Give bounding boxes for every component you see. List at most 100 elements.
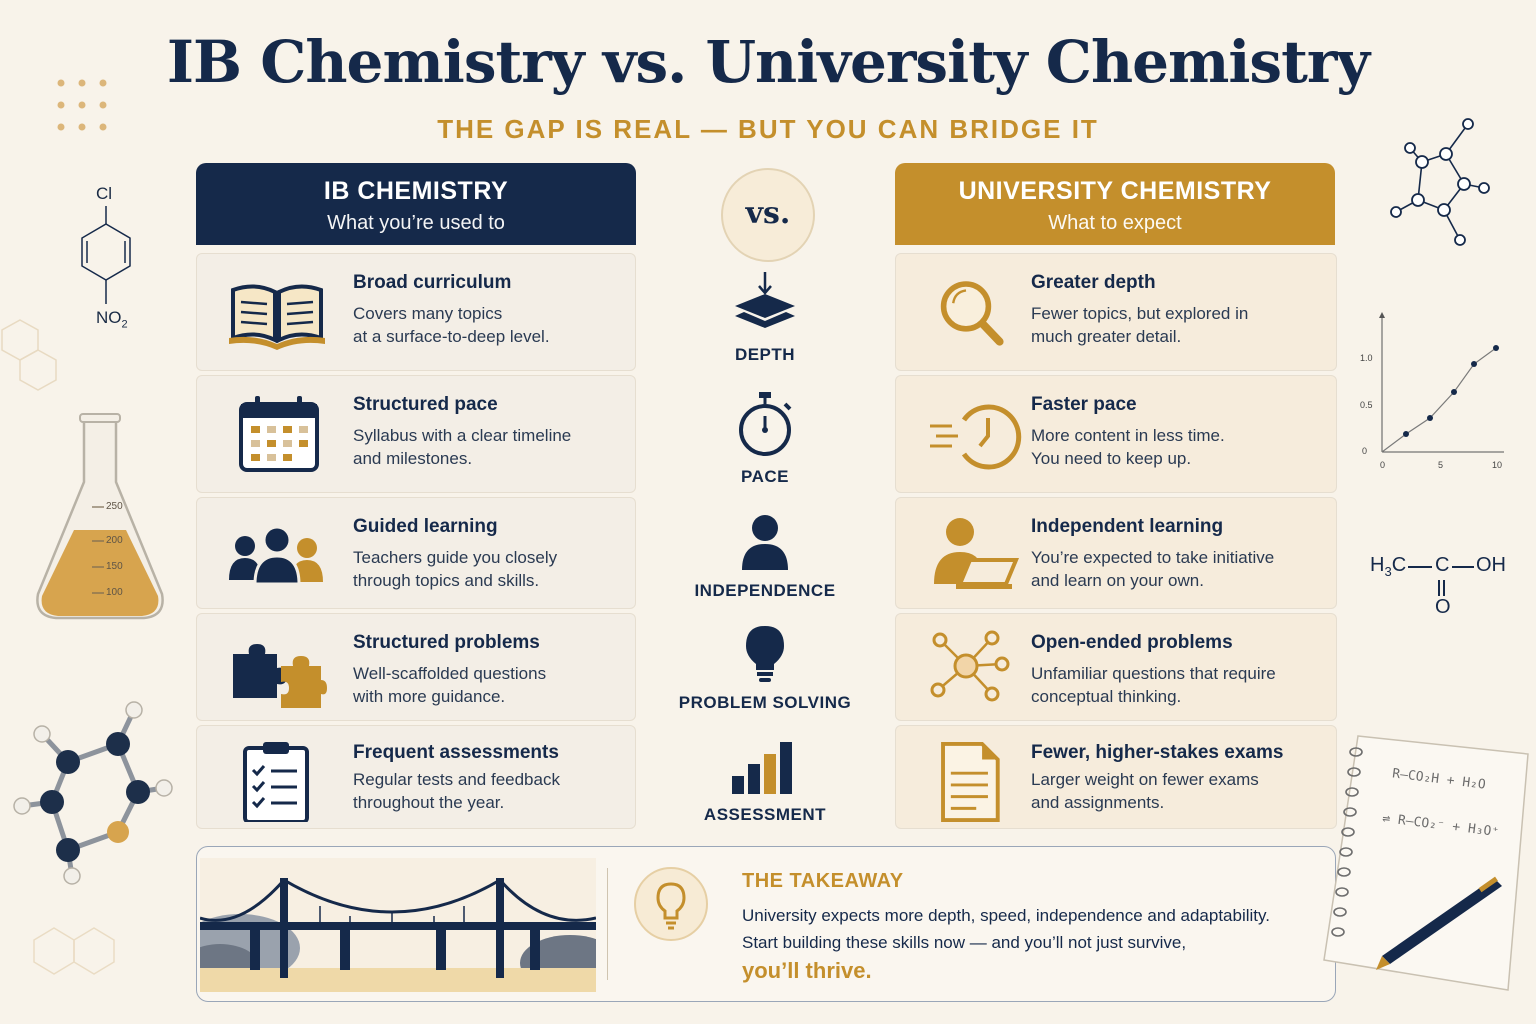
compare-label: DEPTH: [734, 345, 796, 364]
ib-card-problems: Structured problems Well-scaffolded ques…: [196, 613, 636, 721]
graph-y-tick: 0: [1362, 446, 1368, 456]
compare-label: PROBLEM SOLVING: [678, 693, 852, 712]
graph-x-tick: 0: [1380, 460, 1386, 470]
card-description: Syllabus with a clear timeline and milest…: [353, 426, 572, 468]
takeaway-divider: [607, 868, 608, 980]
lightbulb-icon: [746, 626, 784, 682]
molecule-model-decoration: [13, 701, 173, 885]
bridge-illustration: [200, 858, 596, 992]
card-title: Open-ended problems: [1031, 632, 1233, 653]
card-description: Regular tests and feedback throughout the…: [353, 770, 560, 812]
takeaway-title: THE TAKEAWAY: [742, 870, 904, 892]
page-title: IB Chemistry vs. University Chemistry: [166, 28, 1370, 96]
card-description: Larger weight on fewer exams and assignme…: [1031, 770, 1259, 812]
card-description: Covers many topics at a surface-to-deep l…: [353, 304, 550, 346]
uni-card-problems: Open-ended problems Unfamiliar questions…: [895, 613, 1337, 721]
card-title: Greater depth: [1031, 272, 1156, 293]
chlorine-label: Cl: [96, 184, 113, 203]
page-subtitle: THE GAP IS REAL — BUT YOU CAN BRIDGE IT: [437, 114, 1099, 144]
compare-assessment: ASSESSMENT: [660, 738, 870, 825]
fast-clock-icon: [930, 404, 1022, 470]
layers-depth-icon: [735, 272, 795, 328]
uni-column-header: UNIVERSITY CHEMISTRY What to expect: [895, 163, 1335, 245]
carbon-label: C: [1435, 554, 1450, 576]
card-description: Unfamiliar questions that require concept…: [1031, 664, 1276, 706]
group-people-icon: [229, 525, 323, 586]
card-title: Fewer, higher-stakes exams: [1031, 742, 1284, 763]
hexagon-pattern-decoration: [33, 927, 115, 975]
flask-mark: 150: [106, 561, 123, 572]
uni-card-pace: Faster pace More content in less time. Yo…: [895, 375, 1337, 493]
document-icon: [941, 741, 1000, 823]
uni-card-learning: Independent learning You’re expected to …: [895, 497, 1337, 609]
uni-heading: UNIVERSITY CHEMISTRY: [958, 177, 1272, 205]
card-description: More content in less time. You need to ke…: [1031, 426, 1225, 468]
oxygen-label: O: [1435, 596, 1451, 618]
nitro-label: NO2: [96, 308, 128, 331]
card-title: Guided learning: [353, 516, 498, 537]
card-title: Structured pace: [353, 394, 498, 415]
graph-y-tick: 0.5: [1360, 400, 1373, 410]
flask-mark: 100: [106, 587, 123, 598]
compare-depth: DEPTH: [660, 270, 870, 365]
compare-pace: PACE: [660, 390, 870, 487]
graph-x-tick: 5: [1438, 460, 1444, 470]
clipboard-checklist-icon: [243, 742, 309, 822]
bond-line: [1408, 566, 1432, 568]
card-title: Broad curriculum: [353, 272, 512, 293]
card-description: Fewer topics, but explored in much greate…: [1031, 304, 1249, 346]
notebook-illustration: R–CO₂H + H₂O ⇌ R–CO₂⁻ + H₃O⁺: [1318, 730, 1530, 992]
methyl-label: H3C: [1370, 554, 1407, 579]
ib-column-header: IB CHEMISTRY What you’re used to: [196, 163, 636, 245]
open-book-icon: [229, 284, 325, 350]
flask-mark: 250: [106, 501, 123, 512]
compare-label: INDEPENDENCE: [694, 581, 836, 600]
takeaway-line-2: Start building these skills now — and yo…: [742, 933, 1187, 952]
takeaway-line-1: University expects more depth, speed, in…: [742, 906, 1270, 925]
ib-card-curriculum: Broad curriculum Covers many topics at a …: [196, 253, 636, 371]
takeaway-emphasis: you’ll thrive.: [742, 958, 872, 983]
erlenmeyer-flask: 250 200 150 100: [30, 412, 170, 632]
person-laptop-icon: [934, 518, 1019, 589]
compare-label: PACE: [741, 467, 789, 486]
puzzle-pieces-icon: [233, 644, 327, 708]
ib-subheading: What you’re used to: [327, 212, 505, 234]
ib-card-pace: Structured pace Syllabus with a clear ti…: [196, 375, 636, 493]
network-nodes-icon: [930, 630, 1010, 702]
hexagon-pattern-decoration: [1, 319, 57, 391]
ib-card-learning: Guided learning Teachers guide you close…: [196, 497, 636, 609]
compare-independence: INDEPENDENCE: [660, 510, 870, 601]
bar-chart-icon: [732, 742, 792, 794]
vs-badge: vs.: [721, 168, 815, 262]
lightbulb-icon: [634, 867, 708, 941]
line-graph-decoration: 1.0 0.5 0 0 5 10: [1356, 306, 1506, 476]
card-title: Frequent assessments: [353, 742, 559, 763]
uni-card-depth: Greater depth Fewer topics, but explored…: [895, 253, 1337, 371]
compare-problem-solving: PROBLEM SOLVING: [660, 622, 870, 713]
person-icon: [742, 515, 788, 570]
uni-card-exams: Fewer, higher-stakes exams Larger weight…: [895, 725, 1337, 829]
magnifying-glass-icon: [940, 281, 1004, 346]
ib-heading: IB CHEMISTRY: [323, 177, 509, 205]
ib-card-assessments: Frequent assessments Regular tests and f…: [196, 725, 636, 829]
bond-line: [1452, 566, 1474, 568]
card-description: You’re expected to take initiative and le…: [1031, 548, 1275, 590]
acetic-acid-structure: H3C C OH O: [1368, 552, 1518, 622]
flask-mark: 200: [106, 535, 123, 546]
uni-subheading: What to expect: [1048, 212, 1182, 234]
compare-label: ASSESSMENT: [703, 805, 827, 824]
bond-line: [1443, 580, 1445, 596]
graph-y-tick: 1.0: [1360, 353, 1373, 363]
card-description: Teachers guide you closely through topics…: [353, 548, 558, 590]
card-title: Independent learning: [1031, 516, 1224, 537]
molecule-structure-decoration: [1390, 118, 1490, 246]
chloronitrobenzene-structure: Cl NO2: [66, 180, 146, 340]
bond-line: [1438, 580, 1440, 596]
card-description: Well-scaffolded questions with more guida…: [353, 664, 547, 706]
card-title: Structured problems: [353, 632, 540, 653]
calendar-icon: [239, 396, 319, 472]
stopwatch-icon: [739, 392, 792, 456]
dot-grid-decoration: [57, 79, 107, 131]
card-title: Faster pace: [1031, 394, 1137, 415]
graph-x-tick: 10: [1492, 460, 1503, 470]
